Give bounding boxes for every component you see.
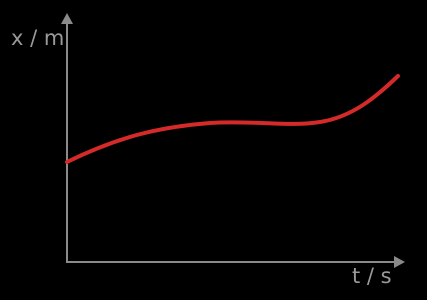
y-axis-label: x / m bbox=[11, 26, 64, 50]
x-axis-label: t / s bbox=[352, 264, 392, 288]
x-axis-arrow bbox=[394, 256, 405, 268]
curve bbox=[65, 74, 400, 164]
y-axis-arrow bbox=[61, 13, 73, 24]
